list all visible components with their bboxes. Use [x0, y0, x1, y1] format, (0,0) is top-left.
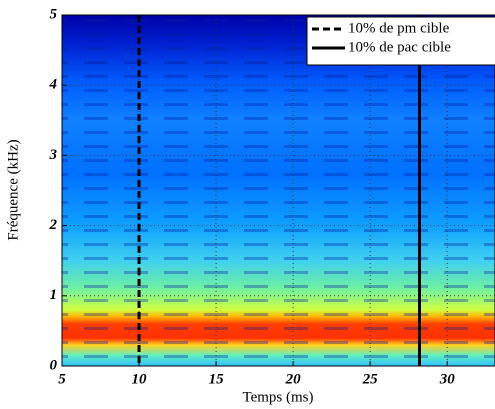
plot-area — [62, 15, 495, 366]
legend-label: 10% de pm cible — [348, 20, 450, 36]
y-tick-label: 3 — [49, 147, 58, 163]
legend-box — [306, 16, 495, 66]
legend-label: 10% de pac cible — [348, 39, 451, 55]
y-tick-label: 0 — [50, 357, 58, 373]
x-tick-label: 20 — [285, 371, 302, 387]
x-tick-label: 10 — [132, 371, 148, 387]
y-tick-label: 5 — [50, 6, 58, 22]
x-tick-label: 30 — [439, 371, 456, 387]
x-tick-label: 5 — [58, 371, 66, 387]
y-tick-label: 1 — [50, 287, 58, 303]
x-tick-label: 15 — [209, 371, 225, 387]
y-tick-label: 4 — [49, 77, 58, 93]
spectrogram-texture — [62, 15, 495, 366]
y-tick-label: 2 — [49, 217, 58, 233]
x-tick-label: 25 — [362, 371, 379, 387]
x-axis-label: Temps (ms) — [242, 389, 313, 405]
axes-frame — [61, 14, 495, 367]
y-axis-label: Fréquence (kHz) — [5, 139, 21, 240]
